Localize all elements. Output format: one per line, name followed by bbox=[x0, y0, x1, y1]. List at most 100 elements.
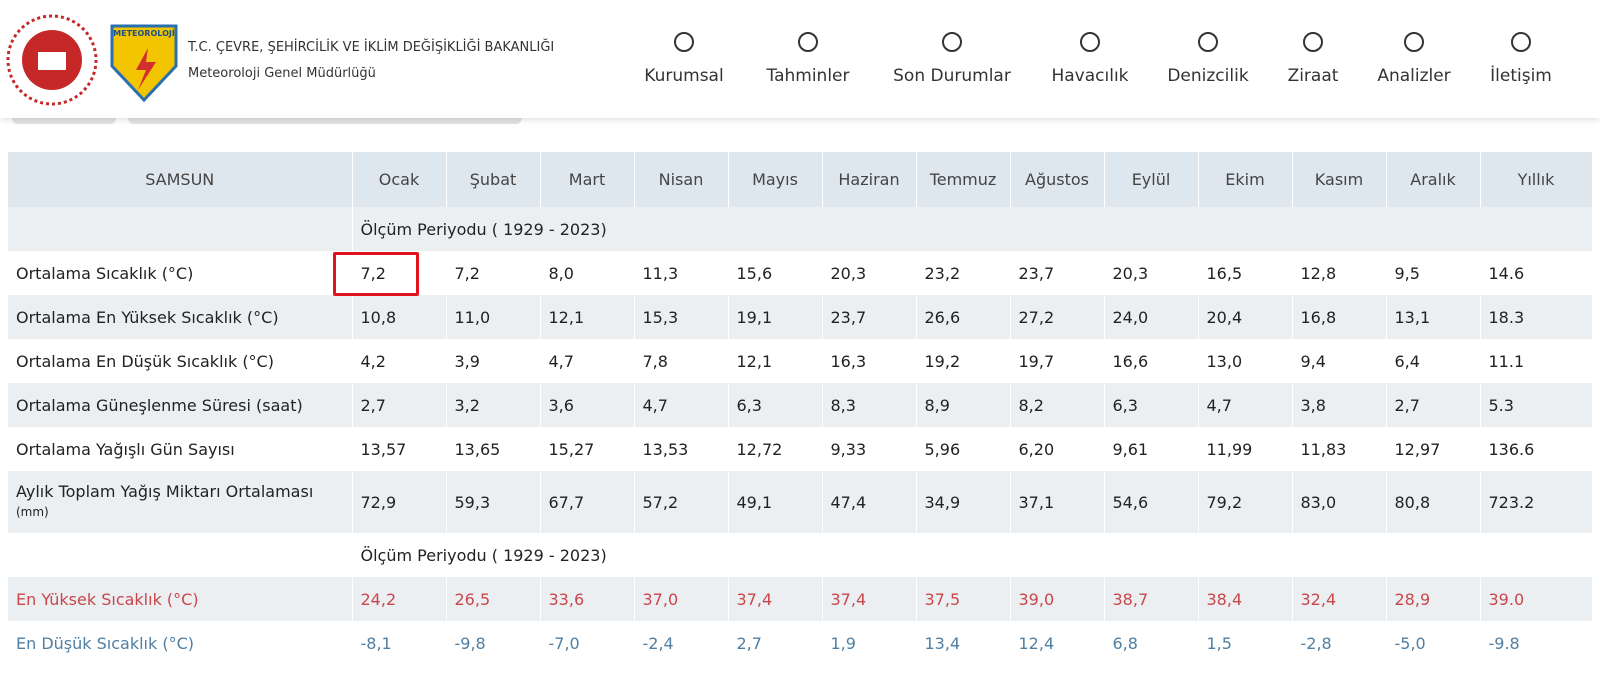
value: 1,9 bbox=[822, 621, 917, 665]
data-row: En Düşük Sıcaklık (°C) -8,1 -9,8 -7,0 -2,4 2,… bbox=[8, 621, 1593, 665]
value: 15,27 bbox=[540, 427, 635, 471]
label-text: Ortalama Sıcaklık (°C) bbox=[16, 263, 194, 283]
value: 32,4 bbox=[1292, 577, 1387, 621]
nav-label[interactable]: Ziraat bbox=[1287, 66, 1339, 86]
nav-icon bbox=[674, 32, 694, 52]
value: 3,8 bbox=[1292, 383, 1387, 427]
column-header: Temmuz bbox=[916, 152, 1011, 207]
value: 11,3 bbox=[634, 251, 729, 295]
value: 16,6 bbox=[1104, 339, 1199, 383]
value: 3,6 bbox=[540, 383, 635, 427]
nav-label[interactable]: İletişim bbox=[1490, 66, 1552, 86]
value: 57,2 bbox=[634, 471, 729, 533]
nav-item[interactable]: Ziraat bbox=[1243, 30, 1383, 86]
value: -2,8 bbox=[1292, 621, 1387, 665]
value: 19,1 bbox=[728, 295, 823, 339]
value: 1,5 bbox=[1198, 621, 1293, 665]
header-row: SAMSUN Ocak Şubat Mart Nisan Mayıs Haziran Temm… bbox=[8, 152, 1593, 207]
column-header: Haziran bbox=[822, 152, 917, 207]
climate-table: SAMSUN Ocak Şubat Mart Nisan Mayıs Haziran Temm… bbox=[8, 152, 1593, 665]
nav-item[interactable]: Analizler bbox=[1344, 30, 1484, 86]
value: 13,53 bbox=[634, 427, 729, 471]
value: 13,57 bbox=[352, 427, 447, 471]
value: 2,7 bbox=[1386, 383, 1481, 427]
value: 37,4 bbox=[822, 577, 917, 621]
label-text: Ortalama En Yüksek Sıcaklık (°C) bbox=[16, 307, 279, 327]
value: 28,9 bbox=[1386, 577, 1481, 621]
value: 8,9 bbox=[916, 383, 1011, 427]
period: Ölçüm Periyodu ( 1929 - 2023) bbox=[352, 533, 1593, 577]
label-text: En Yüksek Sıcaklık (°C) bbox=[16, 589, 199, 609]
column-header: Mayıs bbox=[728, 152, 823, 207]
nav-icon bbox=[1080, 32, 1100, 52]
nav-item[interactable]: Son Durumlar bbox=[882, 30, 1022, 86]
value: 6,3 bbox=[1104, 383, 1199, 427]
value: 79,2 bbox=[1198, 471, 1293, 533]
data-row: En Yüksek Sıcaklık (°C) 24,2 26,5 33,6 37,0 3… bbox=[8, 577, 1593, 621]
nav-item[interactable]: İletişim bbox=[1451, 30, 1591, 86]
nav-icon bbox=[1303, 32, 1323, 52]
value: 18.3 bbox=[1480, 295, 1593, 339]
nav-label[interactable]: Kurumsal bbox=[644, 66, 724, 86]
cell bbox=[8, 533, 353, 577]
value: 7,2 bbox=[446, 251, 541, 295]
column-header: Kasım bbox=[1292, 152, 1387, 207]
value: 38,7 bbox=[1104, 577, 1199, 621]
value: 24,0 bbox=[1104, 295, 1199, 339]
nav-item[interactable]: Denizcilik bbox=[1138, 30, 1278, 86]
data-row: Ortalama Yağışlı Gün Sayısı 13,57 13,65 15,… bbox=[8, 427, 1593, 471]
label-text: Ortalama Yağışlı Gün Sayısı bbox=[16, 439, 235, 459]
value: 27,2 bbox=[1010, 295, 1105, 339]
value: 11,99 bbox=[1198, 427, 1293, 471]
value: 39,0 bbox=[1010, 577, 1105, 621]
column-header: Mart bbox=[540, 152, 635, 207]
nav-item[interactable]: Kurumsal bbox=[614, 30, 754, 86]
nav-item[interactable]: Havacılık bbox=[1020, 30, 1160, 86]
value: -5,0 bbox=[1386, 621, 1481, 665]
ministry: T.C. ÇEVRE, ŞEHİRCİLİK VE İKLİM DEĞİŞİKL… bbox=[188, 40, 555, 55]
nav-item[interactable]: Tahminler bbox=[738, 30, 878, 86]
column-header: Nisan bbox=[634, 152, 729, 207]
value: 7,2 bbox=[352, 251, 447, 295]
data-row: Ortalama En Düşük Sıcaklık (°C) 4,2 3,9 4,7… bbox=[8, 339, 1593, 383]
nav-icon bbox=[1511, 32, 1531, 52]
data-row: Aylık Toplam Yağış Miktarı Ortalaması (m… bbox=[8, 471, 1593, 533]
nav-label[interactable]: Denizcilik bbox=[1167, 66, 1249, 86]
period-row: Ölçüm Periyodu ( 1929 - 2023) bbox=[8, 207, 1593, 251]
data-row: Ortalama Sıcaklık (°C) 7,2 7,2 8,0 11,3 15,6 2… bbox=[8, 251, 1593, 295]
value: 59,3 bbox=[446, 471, 541, 533]
value: 9,4 bbox=[1292, 339, 1387, 383]
value: 723.2 bbox=[1480, 471, 1593, 533]
value: 10,8 bbox=[352, 295, 447, 339]
row-label: En Yüksek Sıcaklık (°C) bbox=[8, 577, 353, 621]
value: 5.3 bbox=[1480, 383, 1593, 427]
row-label: Ortalama En Yüksek Sıcaklık (°C) bbox=[8, 295, 353, 339]
nav-label[interactable]: Analizler bbox=[1377, 66, 1451, 86]
label-text: Ortalama En Düşük Sıcaklık (°C) bbox=[16, 351, 274, 371]
value: 4,7 bbox=[1198, 383, 1293, 427]
value: -8,1 bbox=[352, 621, 447, 665]
value: 12,1 bbox=[540, 295, 635, 339]
value: 20,4 bbox=[1198, 295, 1293, 339]
nav-label[interactable]: Son Durumlar bbox=[893, 66, 1011, 86]
cell bbox=[8, 207, 353, 251]
value: 12,1 bbox=[728, 339, 823, 383]
value: 9,33 bbox=[822, 427, 917, 471]
nav-icon bbox=[1198, 32, 1218, 52]
value: 12,72 bbox=[728, 427, 823, 471]
value: 26,6 bbox=[916, 295, 1011, 339]
value: 37,0 bbox=[634, 577, 729, 621]
nav-label[interactable]: Tahminler bbox=[766, 66, 850, 86]
value: 38,4 bbox=[1198, 577, 1293, 621]
value: 15,3 bbox=[634, 295, 729, 339]
nav-label[interactable]: Havacılık bbox=[1051, 66, 1129, 86]
logos: METEOROLOJİ bbox=[6, 14, 178, 106]
value: 11.1 bbox=[1480, 339, 1593, 383]
value: 26,5 bbox=[446, 577, 541, 621]
value: 23,2 bbox=[916, 251, 1011, 295]
value: 39.0 bbox=[1480, 577, 1593, 621]
value: 8,3 bbox=[822, 383, 917, 427]
value: 16,5 bbox=[1198, 251, 1293, 295]
value: 2,7 bbox=[352, 383, 447, 427]
